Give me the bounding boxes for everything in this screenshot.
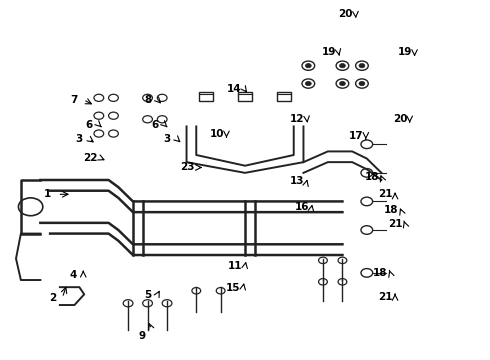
Bar xyxy=(238,93,252,102)
Text: 2: 2 xyxy=(49,293,56,303)
Circle shape xyxy=(305,81,311,86)
Text: 18: 18 xyxy=(365,172,379,182)
Text: 6: 6 xyxy=(85,120,93,130)
Circle shape xyxy=(359,81,365,86)
Bar xyxy=(199,93,213,102)
Text: 13: 13 xyxy=(290,176,304,186)
Text: 21: 21 xyxy=(378,189,392,199)
Circle shape xyxy=(305,64,311,68)
Text: 5: 5 xyxy=(144,290,151,300)
Text: 22: 22 xyxy=(83,153,98,163)
Text: 7: 7 xyxy=(70,95,77,105)
Text: 14: 14 xyxy=(227,84,242,94)
Text: 8: 8 xyxy=(144,95,151,105)
Text: 20: 20 xyxy=(339,9,353,19)
Text: 19: 19 xyxy=(397,47,412,57)
Text: 6: 6 xyxy=(151,120,158,130)
Text: 19: 19 xyxy=(321,47,336,57)
Text: 18: 18 xyxy=(373,268,388,278)
Text: 3: 3 xyxy=(76,134,83,144)
Text: 21: 21 xyxy=(388,219,402,229)
Text: 21: 21 xyxy=(378,292,392,302)
Circle shape xyxy=(359,64,365,68)
Circle shape xyxy=(340,81,345,86)
Bar xyxy=(277,93,291,102)
Text: 15: 15 xyxy=(226,283,241,293)
Text: 23: 23 xyxy=(180,162,195,172)
Text: 9: 9 xyxy=(138,332,145,342)
Text: 12: 12 xyxy=(290,113,304,123)
Text: 20: 20 xyxy=(392,113,407,123)
Text: 4: 4 xyxy=(70,270,77,280)
Text: 16: 16 xyxy=(295,202,309,212)
Circle shape xyxy=(340,64,345,68)
Text: 10: 10 xyxy=(210,129,224,139)
Text: 3: 3 xyxy=(164,134,171,144)
Text: 17: 17 xyxy=(349,131,364,141)
Text: 1: 1 xyxy=(44,189,51,199)
Text: 18: 18 xyxy=(384,205,398,215)
Text: 11: 11 xyxy=(228,261,243,271)
